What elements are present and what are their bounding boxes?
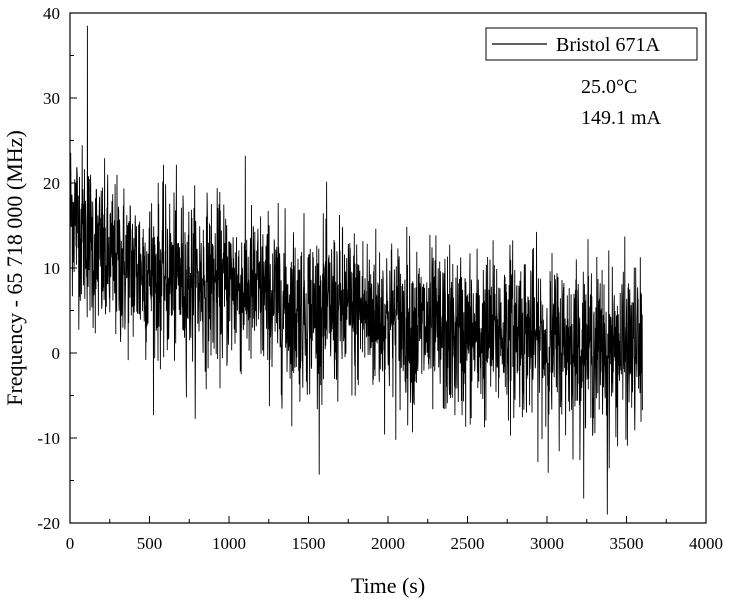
legend: Bristol 671A — [485, 27, 698, 61]
x-tick-label: 1000 — [212, 534, 246, 553]
y-tick-label: 20 — [43, 174, 60, 193]
y-tick-label: 10 — [43, 259, 60, 278]
series-layer — [69, 25, 643, 515]
x-tick-label: 500 — [137, 534, 163, 553]
y-tick-label: -10 — [37, 429, 60, 448]
x-tick-label: 0 — [66, 534, 75, 553]
y-tick-label: 40 — [43, 4, 60, 23]
x-tick-label: 3000 — [530, 534, 564, 553]
y-tick-label: -20 — [37, 514, 60, 533]
legend-label: Bristol 671A — [556, 34, 660, 56]
y-axis-title: Frequency - 65 718 000 (MHz) — [2, 130, 27, 406]
x-tick-label: 3500 — [610, 534, 644, 553]
y-tick-label: 30 — [43, 89, 60, 108]
x-tick-label: 1500 — [292, 534, 326, 553]
annotation-temperature: 25.0°C — [581, 76, 637, 98]
x-tick-label: 2000 — [371, 534, 405, 553]
x-axis-title: Time (s) — [351, 573, 425, 598]
axes-layer: 0 500 1000 1500 2000 2500 3000 3500 4000 -20 -10 0 1… — [37, 4, 723, 553]
y-tick-label: 0 — [52, 344, 61, 363]
annotation-current: 149.1 mA — [581, 107, 662, 129]
series-line-bristol-671a — [69, 25, 643, 515]
x-tick-label: 2500 — [451, 534, 485, 553]
x-tick-label: 4000 — [689, 534, 723, 553]
